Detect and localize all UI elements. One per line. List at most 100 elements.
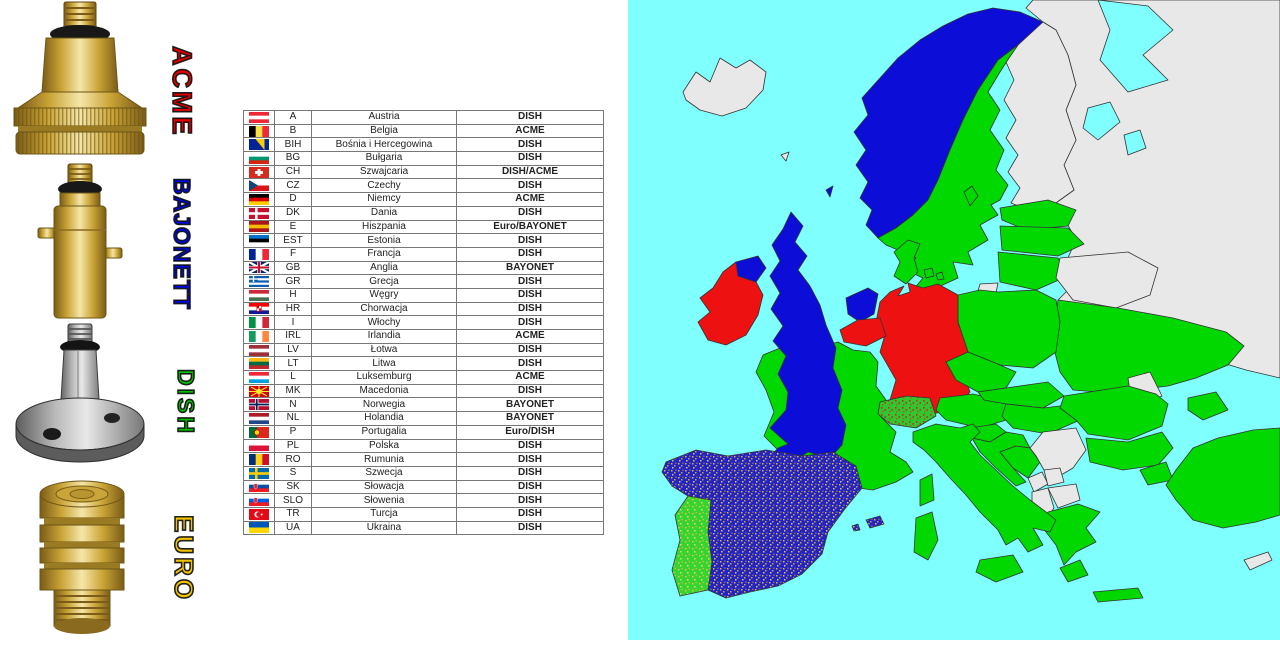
country-kosovo bbox=[1043, 467, 1065, 487]
country-code: UA bbox=[274, 520, 312, 536]
table-row: H Węgry DISH bbox=[243, 287, 604, 303]
flag-icon bbox=[249, 289, 269, 301]
country-code: D bbox=[274, 192, 312, 207]
table-row: I Włochy DISH bbox=[243, 315, 604, 330]
country-code: SK bbox=[274, 479, 312, 495]
country-name: Polska bbox=[311, 438, 457, 454]
flag-icon bbox=[249, 426, 269, 438]
country-iceland bbox=[682, 57, 767, 117]
connector-type: BAYONET bbox=[456, 397, 604, 413]
flag-icon bbox=[249, 111, 269, 123]
country-code: TR bbox=[274, 506, 312, 522]
country-n_ireland bbox=[735, 255, 767, 283]
country-name: Niemcy bbox=[311, 192, 457, 207]
country-italy bbox=[912, 423, 1057, 553]
table-row: RO Rumunia DISH bbox=[243, 452, 604, 467]
country-belarus bbox=[1055, 251, 1159, 309]
country-connector-table: A Austria DISH B Belgia ACME BIH Bośnia i Herce… bbox=[243, 110, 604, 536]
flag-cell bbox=[243, 493, 275, 508]
table-row: PL Polska DISH bbox=[243, 438, 604, 454]
flag-cell bbox=[243, 301, 275, 317]
flag-icon bbox=[249, 399, 269, 411]
flag-cell bbox=[243, 315, 275, 330]
flag-icon bbox=[249, 193, 269, 205]
country-name: Macedonia bbox=[311, 383, 457, 399]
flag-icon bbox=[249, 317, 269, 329]
connector-type: Euro/DISH bbox=[456, 424, 604, 440]
country-code: HR bbox=[274, 301, 312, 317]
country-austria bbox=[935, 393, 1014, 429]
country-shetland bbox=[825, 185, 834, 198]
connector-type: DISH bbox=[456, 383, 604, 399]
country-code: SLO bbox=[274, 493, 312, 508]
country-name: Anglia bbox=[311, 260, 457, 276]
country-name: Dania bbox=[311, 205, 457, 221]
flag-cell bbox=[243, 356, 275, 372]
flag-cell bbox=[243, 342, 275, 358]
country-portugal bbox=[671, 495, 713, 597]
country-slovakia bbox=[977, 381, 1065, 409]
flag-cell bbox=[243, 479, 275, 495]
country-code: CH bbox=[274, 164, 312, 180]
table-row: DK Dania DISH bbox=[243, 205, 604, 221]
country-name: Hiszpania bbox=[311, 219, 457, 235]
country-code: GB bbox=[274, 260, 312, 276]
country-lithuania bbox=[997, 251, 1069, 291]
country-germany bbox=[875, 282, 971, 415]
connector-type: DISH bbox=[456, 205, 604, 221]
connector-type: DISH bbox=[456, 274, 604, 289]
flag-cell bbox=[243, 205, 275, 221]
flag-cell bbox=[243, 397, 275, 413]
country-name: Holandia bbox=[311, 411, 457, 426]
country-dk_islands bbox=[923, 267, 945, 281]
country-name: Grecja bbox=[311, 274, 457, 289]
country-code: L bbox=[274, 370, 312, 385]
adapter-info-panel: ACME BAJONETT DISH EURO A Austria DISH B Bel… bbox=[0, 0, 628, 640]
flag-icon bbox=[249, 180, 269, 192]
connector-type: DISH bbox=[456, 342, 604, 358]
table-row: A Austria DISH bbox=[243, 110, 604, 125]
country-name: Słowacja bbox=[311, 479, 457, 495]
connector-type: DISH bbox=[456, 151, 604, 166]
flag-icon bbox=[249, 412, 269, 424]
flag-cell bbox=[243, 178, 275, 194]
table-row: GB Anglia BAYONET bbox=[243, 260, 604, 276]
flag-cell bbox=[243, 452, 275, 467]
country-name: Portugalia bbox=[311, 424, 457, 440]
table-row: MK Macedonia DISH bbox=[243, 383, 604, 399]
flag-icon bbox=[249, 358, 269, 370]
country-sicily bbox=[975, 554, 1024, 583]
country-ukraine bbox=[1052, 299, 1245, 393]
country-name: Szwajcaria bbox=[311, 164, 457, 180]
connector-type: DISH bbox=[456, 479, 604, 495]
flag-icon bbox=[249, 385, 269, 397]
connector-type: Euro/BAYONET bbox=[456, 219, 604, 235]
connector-type: DISH bbox=[456, 246, 604, 262]
flag-cell bbox=[243, 383, 275, 399]
flag-cell bbox=[243, 110, 275, 125]
country-code: LT bbox=[274, 356, 312, 372]
flag-icon bbox=[249, 467, 269, 479]
flag-icon bbox=[249, 330, 269, 342]
connector-type: BAYONET bbox=[456, 411, 604, 426]
flag-cell bbox=[243, 424, 275, 440]
flag-icon bbox=[249, 207, 269, 219]
lake-1 bbox=[1082, 101, 1121, 141]
country-crete bbox=[1092, 587, 1144, 603]
flag-cell bbox=[243, 370, 275, 385]
country-name: Czechy bbox=[311, 178, 457, 194]
table-row: P Portugalia Euro/DISH bbox=[243, 424, 604, 440]
label-dish: DISH bbox=[172, 368, 200, 437]
flag-cell bbox=[243, 274, 275, 289]
country-belgium bbox=[839, 317, 887, 347]
flag-cell bbox=[243, 151, 275, 166]
country-turkey bbox=[1165, 427, 1280, 529]
country-code: BIH bbox=[274, 137, 312, 153]
country-name: Ukraina bbox=[311, 520, 457, 536]
connector-type: DISH bbox=[456, 438, 604, 454]
flag-icon bbox=[249, 495, 269, 507]
connector-type: DISH bbox=[456, 315, 604, 330]
country-code: IRL bbox=[274, 329, 312, 344]
table-row: L Luksemburg ACME bbox=[243, 370, 604, 385]
country-name: Luksemburg bbox=[311, 370, 457, 385]
